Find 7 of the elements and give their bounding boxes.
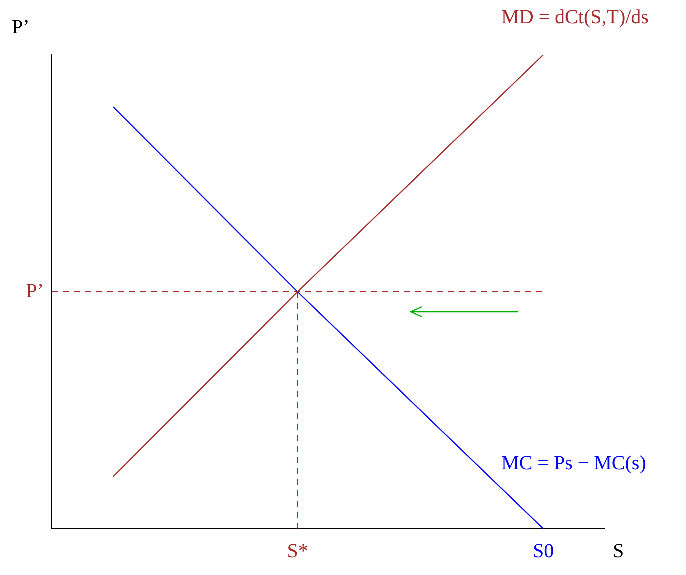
x-axis-title: S (613, 540, 624, 562)
series-label: MC = Ps − MC(s) (502, 452, 646, 474)
text: MD = dCt(S,T)/ds (502, 6, 650, 28)
x-tick-label: S* (287, 540, 308, 562)
x-tick-label: S0 (532, 540, 554, 562)
y-axis-title: P’ (12, 16, 30, 38)
ref-line-label: P’ (26, 280, 44, 302)
